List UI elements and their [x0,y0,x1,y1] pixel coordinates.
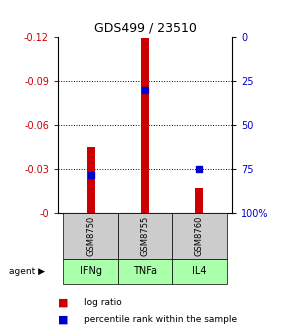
Text: log ratio: log ratio [84,298,122,307]
Bar [195,188,204,213]
Text: GSM8755: GSM8755 [140,216,150,256]
Text: GSM8760: GSM8760 [195,216,204,256]
Title: GDS499 / 23510: GDS499 / 23510 [94,22,196,34]
Text: IL4: IL4 [192,266,206,276]
Text: GSM8750: GSM8750 [86,216,95,256]
Text: ■: ■ [58,314,68,324]
Text: agent ▶: agent ▶ [9,267,45,276]
Text: IFNg: IFNg [80,266,101,276]
Bar [141,38,149,213]
Text: TNFa: TNFa [133,266,157,276]
Bar [86,147,95,213]
Text: ■: ■ [58,297,68,307]
Text: percentile rank within the sample: percentile rank within the sample [84,315,237,324]
